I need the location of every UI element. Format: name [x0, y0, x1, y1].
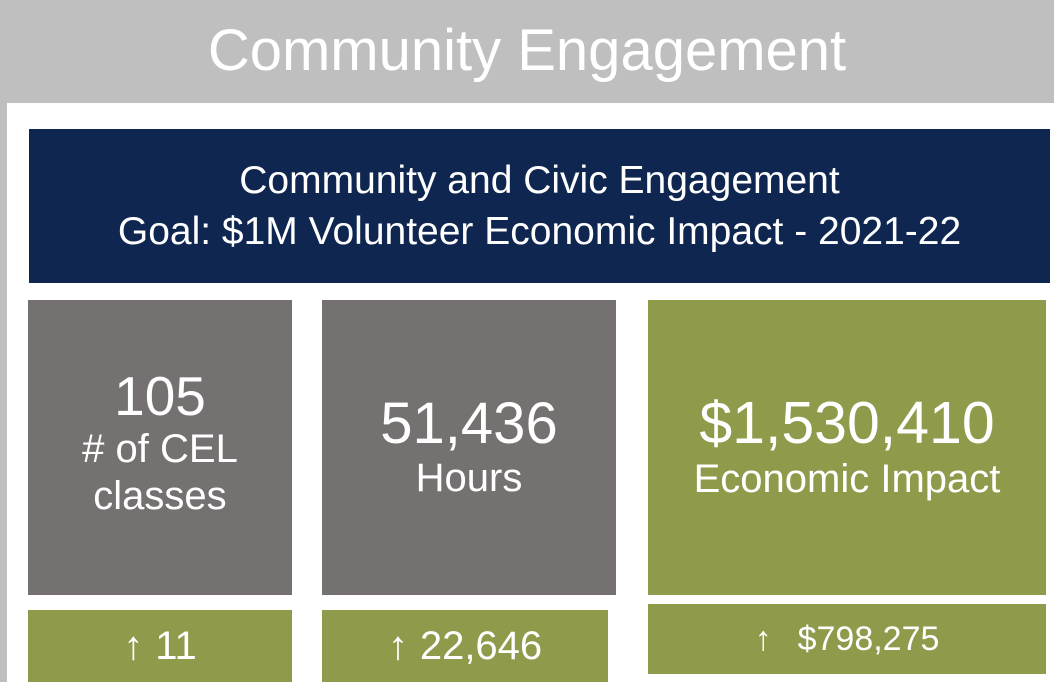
- metric-label: # of CEL classes: [82, 427, 238, 519]
- goal-banner-title: Community and Civic Engagement: [239, 159, 840, 202]
- page-title: Community Engagement: [207, 17, 847, 83]
- metric-tile-economic-impact: $1,530,410 Economic Impact: [648, 300, 1046, 595]
- metric-tile-hours: 51,436 Hours: [322, 300, 616, 595]
- metric-value: 105: [114, 365, 206, 427]
- metric-tile-cel-classes: 105 # of CEL classes: [28, 300, 292, 595]
- goal-banner: Community and Civic Engagement Goal: $1M…: [29, 129, 1050, 283]
- metric-value: $1,530,410: [699, 390, 995, 457]
- arrow-up-icon: ↑: [387, 623, 408, 668]
- header-bar: Community Engagement: [0, 0, 1054, 103]
- change-value: $798,275: [797, 619, 940, 658]
- change-value: 22,646: [419, 623, 543, 668]
- change-badge-cel-classes: ↑ 11: [28, 610, 292, 682]
- change-value: 11: [155, 623, 197, 668]
- left-border: [0, 103, 7, 682]
- change-badge-hours: ↑ 22,646: [322, 610, 608, 682]
- arrow-up-icon: ↑: [754, 619, 772, 658]
- metric-value: 51,436: [380, 390, 558, 456]
- goal-banner-goal: Goal: $1M Volunteer Economic Impact - 20…: [117, 210, 962, 253]
- metric-label: Economic Impact: [693, 456, 1001, 501]
- metric-label: Hours: [415, 456, 523, 501]
- change-badge-economic-impact: ↑ $798,275: [648, 604, 1046, 674]
- arrow-up-icon: ↑: [123, 623, 144, 668]
